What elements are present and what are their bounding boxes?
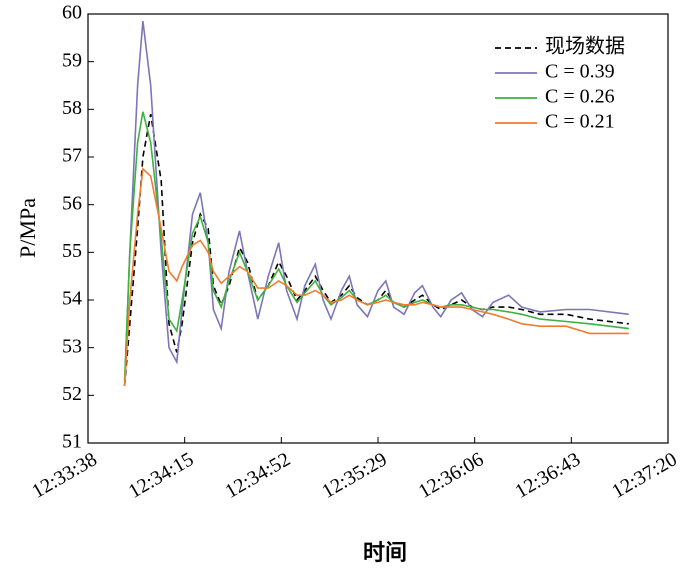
x-tick-label: 12:35:29 [318,448,391,503]
y-tick-label: 56 [62,192,82,214]
y-tick-label: 57 [62,145,82,167]
legend-label: 现场数据 [545,35,625,58]
y-tick-label: 54 [62,288,82,310]
legend-label: C = 0.21 [545,111,615,133]
series-line [123,167,629,386]
x-tick-label: 12:36:06 [415,448,488,503]
y-axis-label: P/MPa [15,198,40,258]
x-tick-label: 12:34:15 [125,448,198,503]
x-tick-label: 12:36:43 [512,448,585,503]
y-tick-label: 55 [62,240,82,262]
y-tick-label: 53 [62,335,82,357]
x-tick-label: 12:34:52 [222,448,295,503]
series-line [123,111,629,382]
x-tick-label: 12:33:38 [28,448,101,503]
y-tick-label: 59 [62,49,82,71]
y-tick-label: 60 [62,2,82,24]
legend-label: C = 0.26 [545,86,615,108]
y-tick-label: 58 [62,97,82,119]
series-line [123,113,629,386]
y-tick-label: 51 [62,431,82,453]
x-axis-label: 时间 [363,540,407,565]
x-tick-label: 12:37:20 [608,448,681,503]
legend-label: C = 0.39 [545,61,615,83]
y-tick-label: 52 [62,383,82,405]
